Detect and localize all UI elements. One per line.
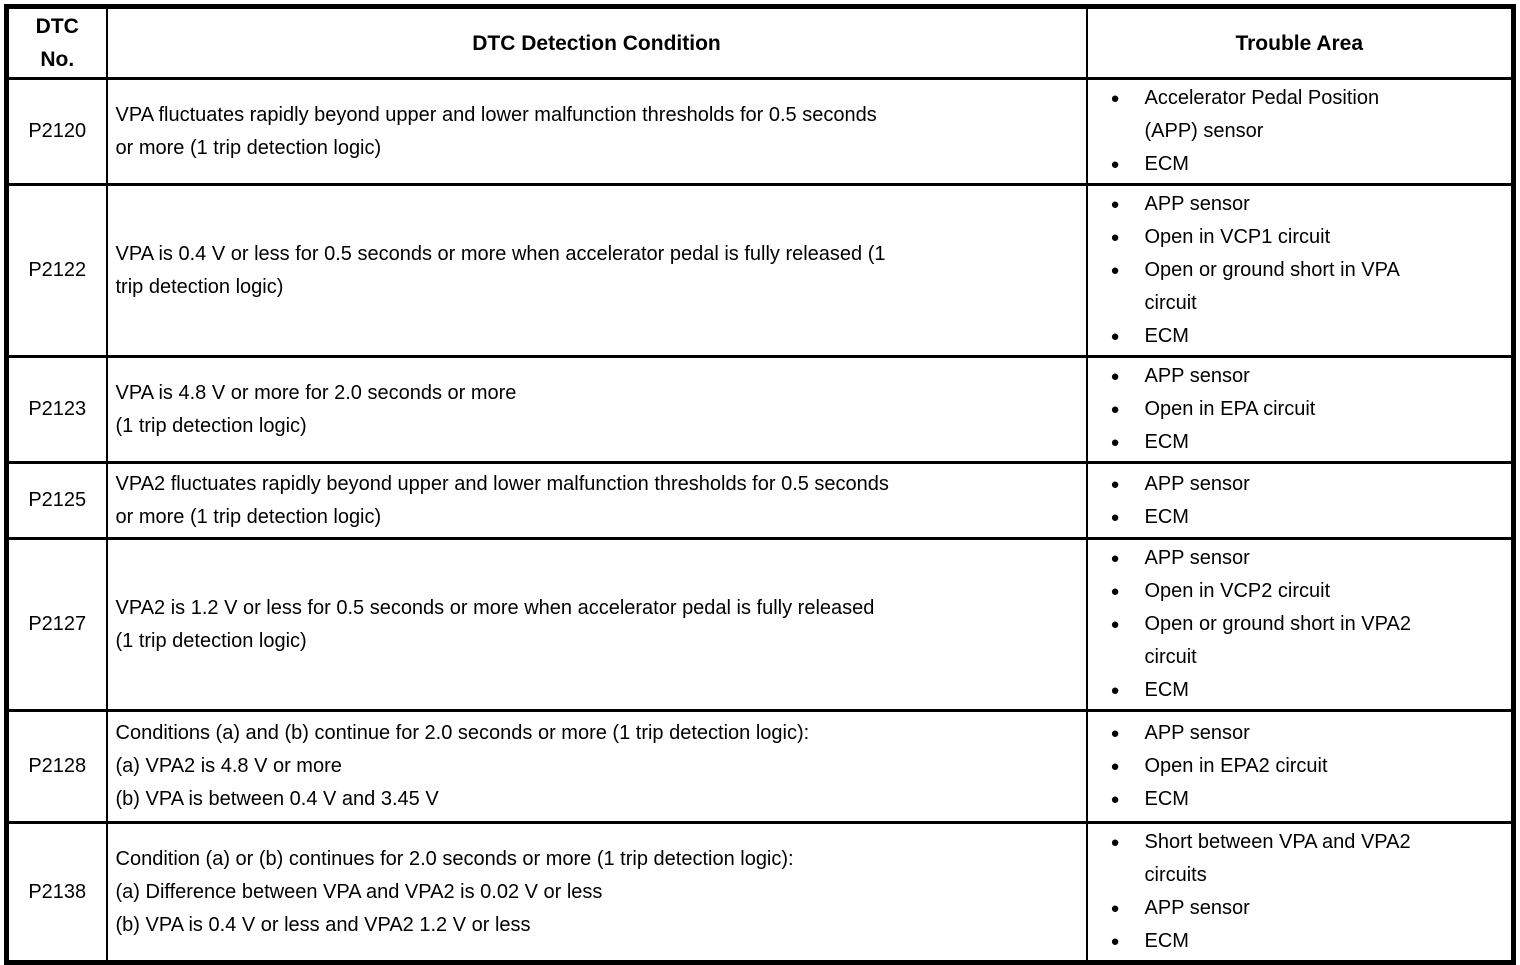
dtc-code: P2122 xyxy=(5,183,108,358)
dtc-table: DTC No. DTC Detection Condition Trouble … xyxy=(4,4,1516,965)
trouble-item: APP sensor xyxy=(1089,468,1508,501)
trouble-item: ECM xyxy=(1089,320,1508,353)
trouble-item: Open or ground short in VPA circuit xyxy=(1089,254,1508,320)
trouble-item: ECM xyxy=(1089,148,1508,181)
trouble-item: APP sensor xyxy=(1089,360,1508,393)
detection-condition: VPA2 fluctuates rapidly beyond upper and… xyxy=(105,461,1088,540)
trouble-item: Open in EPA2 circuit xyxy=(1089,750,1508,783)
trouble-area-cell: APP sensorOpen in VCP2 circuitOpen or gr… xyxy=(1085,537,1515,712)
table-row-p2138: P2138 Condition (a) or (b) continues for… xyxy=(5,821,1515,964)
header-trouble-area: Trouble Area xyxy=(1085,5,1515,80)
trouble-area-cell: Short between VPA and VPA2 circuitsAPP s… xyxy=(1085,821,1515,964)
dtc-code: P2123 xyxy=(5,355,108,464)
header-detection-condition: DTC Detection Condition xyxy=(105,5,1088,80)
detection-condition: Condition (a) or (b) continues for 2.0 s… xyxy=(105,821,1088,964)
trouble-item: ECM xyxy=(1089,783,1508,816)
trouble-item: Short between VPA and VPA2 circuits xyxy=(1089,826,1508,892)
table-row-p2128: P2128 Conditions (a) and (b) continue fo… xyxy=(5,709,1515,824)
trouble-item: APP sensor xyxy=(1089,717,1508,750)
trouble-area-cell: APP sensorECM xyxy=(1085,461,1515,540)
trouble-list: APP sensorOpen in EPA circuitECM xyxy=(1089,360,1508,459)
trouble-item: ECM xyxy=(1089,501,1508,534)
trouble-item: APP sensor xyxy=(1089,542,1508,575)
trouble-area-cell: Accelerator Pedal Position (APP) sensorE… xyxy=(1085,77,1515,186)
header-row: DTC No. DTC Detection Condition Trouble … xyxy=(5,5,1515,80)
table-row-p2127: P2127 VPA2 is 1.2 V or less for 0.5 seco… xyxy=(5,537,1515,712)
trouble-item: Accelerator Pedal Position (APP) sensor xyxy=(1089,82,1508,148)
trouble-item: APP sensor xyxy=(1089,892,1508,925)
trouble-item: APP sensor xyxy=(1089,188,1508,221)
dtc-code: P2127 xyxy=(5,537,108,712)
detection-condition: VPA fluctuates rapidly beyond upper and … xyxy=(105,77,1088,186)
table-row-p2120: P2120 VPA fluctuates rapidly beyond uppe… xyxy=(5,77,1515,186)
trouble-list: APP sensorOpen in EPA2 circuitECM xyxy=(1089,717,1508,816)
detection-condition: VPA is 4.8 V or more for 2.0 seconds or … xyxy=(105,355,1088,464)
table-row-p2125: P2125 VPA2 fluctuates rapidly beyond upp… xyxy=(5,461,1515,540)
dtc-code: P2120 xyxy=(5,77,108,186)
header-dtc-no: DTC No. xyxy=(5,5,108,80)
detection-condition: Conditions (a) and (b) continue for 2.0 … xyxy=(105,709,1088,824)
table-row-p2122: P2122 VPA is 0.4 V or less for 0.5 secon… xyxy=(5,183,1515,358)
trouble-item: Open in VCP1 circuit xyxy=(1089,221,1508,254)
trouble-item: ECM xyxy=(1089,674,1508,707)
table-row-p2123: P2123 VPA is 4.8 V or more for 2.0 secon… xyxy=(5,355,1515,464)
trouble-list: Accelerator Pedal Position (APP) sensorE… xyxy=(1089,82,1508,181)
detection-condition: VPA2 is 1.2 V or less for 0.5 seconds or… xyxy=(105,537,1088,712)
trouble-list: APP sensorOpen in VCP1 circuitOpen or gr… xyxy=(1089,188,1508,353)
trouble-area-cell: APP sensorOpen in EPA circuitECM xyxy=(1085,355,1515,464)
detection-condition: VPA is 0.4 V or less for 0.5 seconds or … xyxy=(105,183,1088,358)
dtc-code: P2128 xyxy=(5,709,108,824)
dtc-code: P2125 xyxy=(5,461,108,540)
trouble-item: Open in VCP2 circuit xyxy=(1089,575,1508,608)
dtc-code: P2138 xyxy=(5,821,108,964)
trouble-list: APP sensorECM xyxy=(1089,468,1508,534)
trouble-item: ECM xyxy=(1089,426,1508,459)
trouble-area-cell: APP sensorOpen in VCP1 circuitOpen or gr… xyxy=(1085,183,1515,358)
trouble-list: APP sensorOpen in VCP2 circuitOpen or gr… xyxy=(1089,542,1508,707)
trouble-item: Open in EPA circuit xyxy=(1089,393,1508,426)
trouble-area-cell: APP sensorOpen in EPA2 circuitECM xyxy=(1085,709,1515,824)
trouble-item: ECM xyxy=(1089,925,1508,958)
trouble-list: Short between VPA and VPA2 circuitsAPP s… xyxy=(1089,826,1508,958)
trouble-item: Open or ground short in VPA2 circuit xyxy=(1089,608,1508,674)
